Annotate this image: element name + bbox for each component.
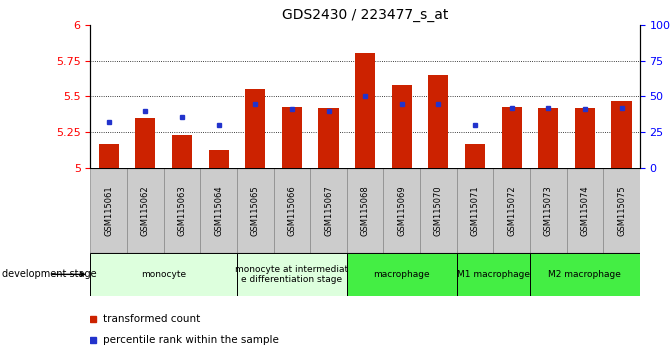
Text: GSM115070: GSM115070 bbox=[434, 185, 443, 236]
Bar bbox=[530, 253, 640, 296]
Text: GSM115075: GSM115075 bbox=[617, 185, 626, 236]
Text: GSM115067: GSM115067 bbox=[324, 185, 333, 236]
Text: monocyte: monocyte bbox=[141, 270, 186, 279]
Text: GSM115062: GSM115062 bbox=[141, 185, 150, 236]
Bar bbox=[530, 168, 567, 253]
Bar bbox=[383, 168, 420, 253]
Bar bbox=[98, 144, 119, 168]
Bar bbox=[465, 144, 485, 168]
Bar bbox=[172, 135, 192, 168]
Text: GSM115068: GSM115068 bbox=[360, 185, 370, 236]
Text: GSM115073: GSM115073 bbox=[544, 185, 553, 236]
Bar bbox=[127, 168, 163, 253]
Text: GSM115074: GSM115074 bbox=[580, 185, 590, 236]
Bar bbox=[237, 253, 347, 296]
Bar bbox=[318, 108, 338, 168]
Text: macrophage: macrophage bbox=[373, 270, 430, 279]
Bar bbox=[200, 168, 237, 253]
Bar bbox=[282, 107, 302, 168]
Bar bbox=[612, 101, 632, 168]
Text: GSM115064: GSM115064 bbox=[214, 185, 223, 236]
Bar bbox=[392, 85, 412, 168]
Bar bbox=[163, 168, 200, 253]
Bar bbox=[347, 253, 457, 296]
Text: GSM115069: GSM115069 bbox=[397, 185, 406, 236]
Bar bbox=[538, 108, 558, 168]
Text: percentile rank within the sample: percentile rank within the sample bbox=[103, 335, 279, 345]
Text: monocyte at intermediat
e differentiation stage: monocyte at intermediat e differentiatio… bbox=[235, 265, 348, 284]
Text: M1 macrophage: M1 macrophage bbox=[457, 270, 530, 279]
Bar bbox=[273, 168, 310, 253]
Bar bbox=[135, 118, 155, 168]
Bar bbox=[493, 168, 530, 253]
Bar bbox=[245, 89, 265, 168]
Bar bbox=[90, 168, 127, 253]
Bar bbox=[208, 149, 228, 168]
Bar bbox=[428, 75, 448, 168]
Bar bbox=[237, 168, 273, 253]
Bar bbox=[457, 168, 493, 253]
Bar bbox=[310, 168, 347, 253]
Bar bbox=[567, 168, 603, 253]
Text: GSM115071: GSM115071 bbox=[470, 185, 480, 236]
Text: GSM115066: GSM115066 bbox=[287, 185, 296, 236]
Bar bbox=[457, 253, 530, 296]
Bar bbox=[355, 53, 375, 168]
Bar bbox=[420, 168, 457, 253]
Text: GSM115072: GSM115072 bbox=[507, 185, 516, 236]
Text: GSM115063: GSM115063 bbox=[178, 185, 186, 236]
Title: GDS2430 / 223477_s_at: GDS2430 / 223477_s_at bbox=[282, 8, 448, 22]
Text: M2 macrophage: M2 macrophage bbox=[549, 270, 621, 279]
Text: GSM115065: GSM115065 bbox=[251, 185, 260, 236]
Bar bbox=[502, 107, 522, 168]
Text: development stage: development stage bbox=[2, 269, 96, 279]
Bar bbox=[90, 253, 237, 296]
Bar bbox=[575, 108, 595, 168]
Bar bbox=[603, 168, 640, 253]
Text: transformed count: transformed count bbox=[103, 314, 200, 324]
Bar bbox=[347, 168, 383, 253]
Text: GSM115061: GSM115061 bbox=[105, 185, 113, 236]
